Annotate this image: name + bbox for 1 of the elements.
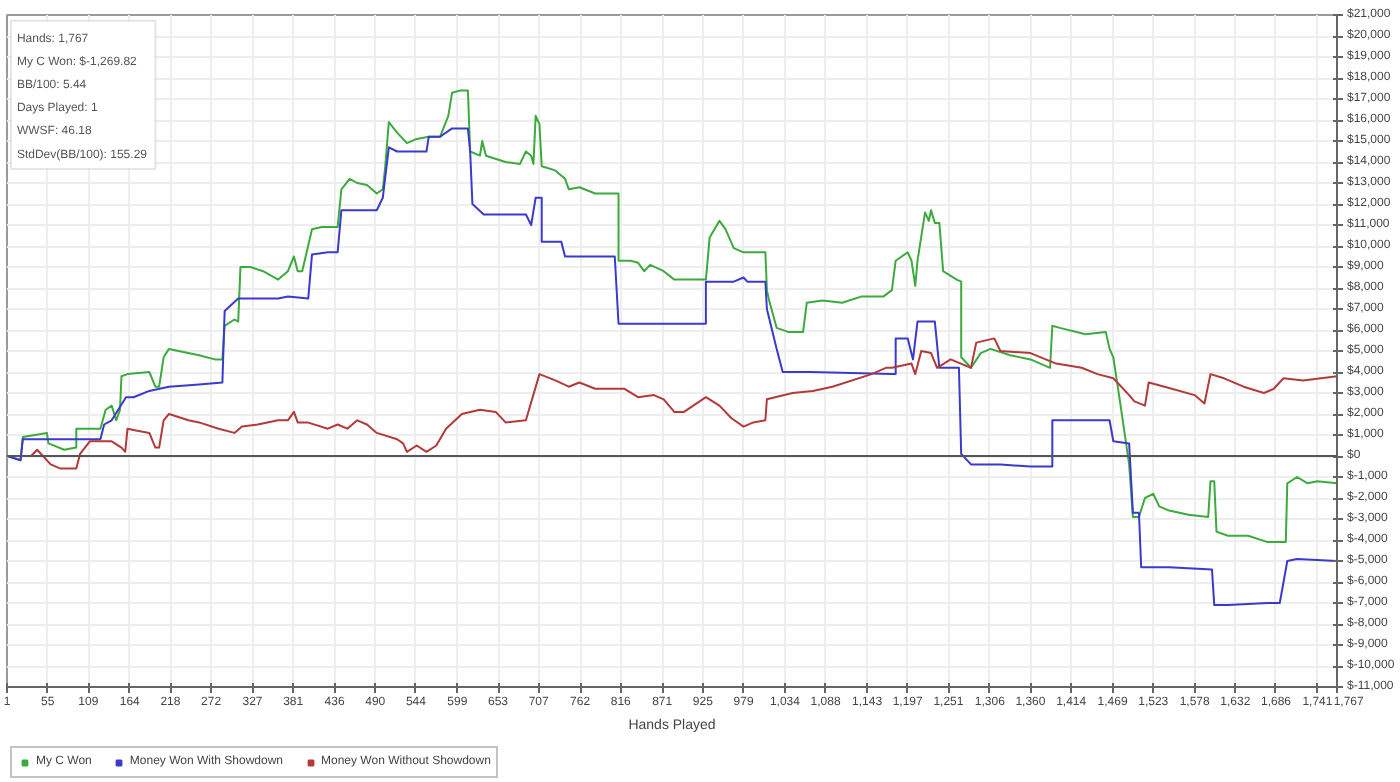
line-series bbox=[7, 127, 1337, 607]
